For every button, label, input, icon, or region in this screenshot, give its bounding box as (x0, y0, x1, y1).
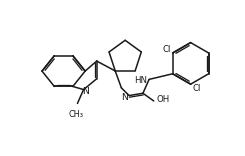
Text: Cl: Cl (163, 45, 171, 54)
Text: HN: HN (134, 76, 147, 85)
Text: N: N (121, 93, 128, 102)
Text: OH: OH (156, 95, 169, 104)
Text: CH₃: CH₃ (68, 110, 83, 119)
Text: Cl: Cl (192, 84, 201, 93)
Text: N: N (82, 87, 89, 96)
